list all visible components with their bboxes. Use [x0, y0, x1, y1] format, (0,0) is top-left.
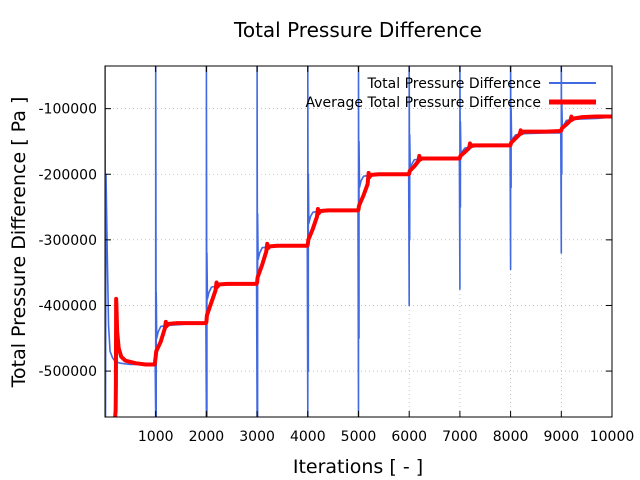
- ticks: 1000 2000 3000 4000 5000 6000 7000 8000 9000 1000…: [39, 66, 635, 445]
- y-axis-label: Total Pressure Difference [ Pa ]: [8, 97, 30, 389]
- series-layer: [105, 66, 612, 417]
- x-tick-label: 1000: [138, 429, 174, 445]
- series-average-pressure-line: [113, 114, 612, 417]
- y-tick-label: -100000: [39, 102, 98, 118]
- chart-title: Total Pressure Difference: [233, 18, 482, 42]
- x-tick-label: 8000: [493, 429, 529, 445]
- y-tick-label: -200000: [39, 167, 98, 183]
- y-tick-label: -500000: [39, 364, 98, 380]
- series-total-pressure-line: [105, 66, 612, 417]
- legend-label-total-pressure: Total Pressure Difference: [366, 76, 541, 92]
- x-axis-label: Iterations [ - ]: [293, 456, 423, 478]
- y-tick-label: -300000: [39, 233, 98, 249]
- x-tick-label: 9000: [543, 429, 579, 445]
- x-tick-label: 6000: [391, 429, 427, 445]
- x-tick-label: 5000: [341, 429, 377, 445]
- y-tick-label: -400000: [39, 298, 98, 314]
- x-tick-label: 3000: [239, 429, 275, 445]
- legend-label-average-pressure: Average Total Pressure Difference: [306, 95, 542, 111]
- x-tick-label: 2000: [189, 429, 225, 445]
- legend: Total Pressure Difference Average Total …: [306, 76, 596, 111]
- x-tick-label: 10000: [590, 429, 635, 445]
- x-tick-label: 7000: [442, 429, 478, 445]
- x-tick-label: 4000: [290, 429, 326, 445]
